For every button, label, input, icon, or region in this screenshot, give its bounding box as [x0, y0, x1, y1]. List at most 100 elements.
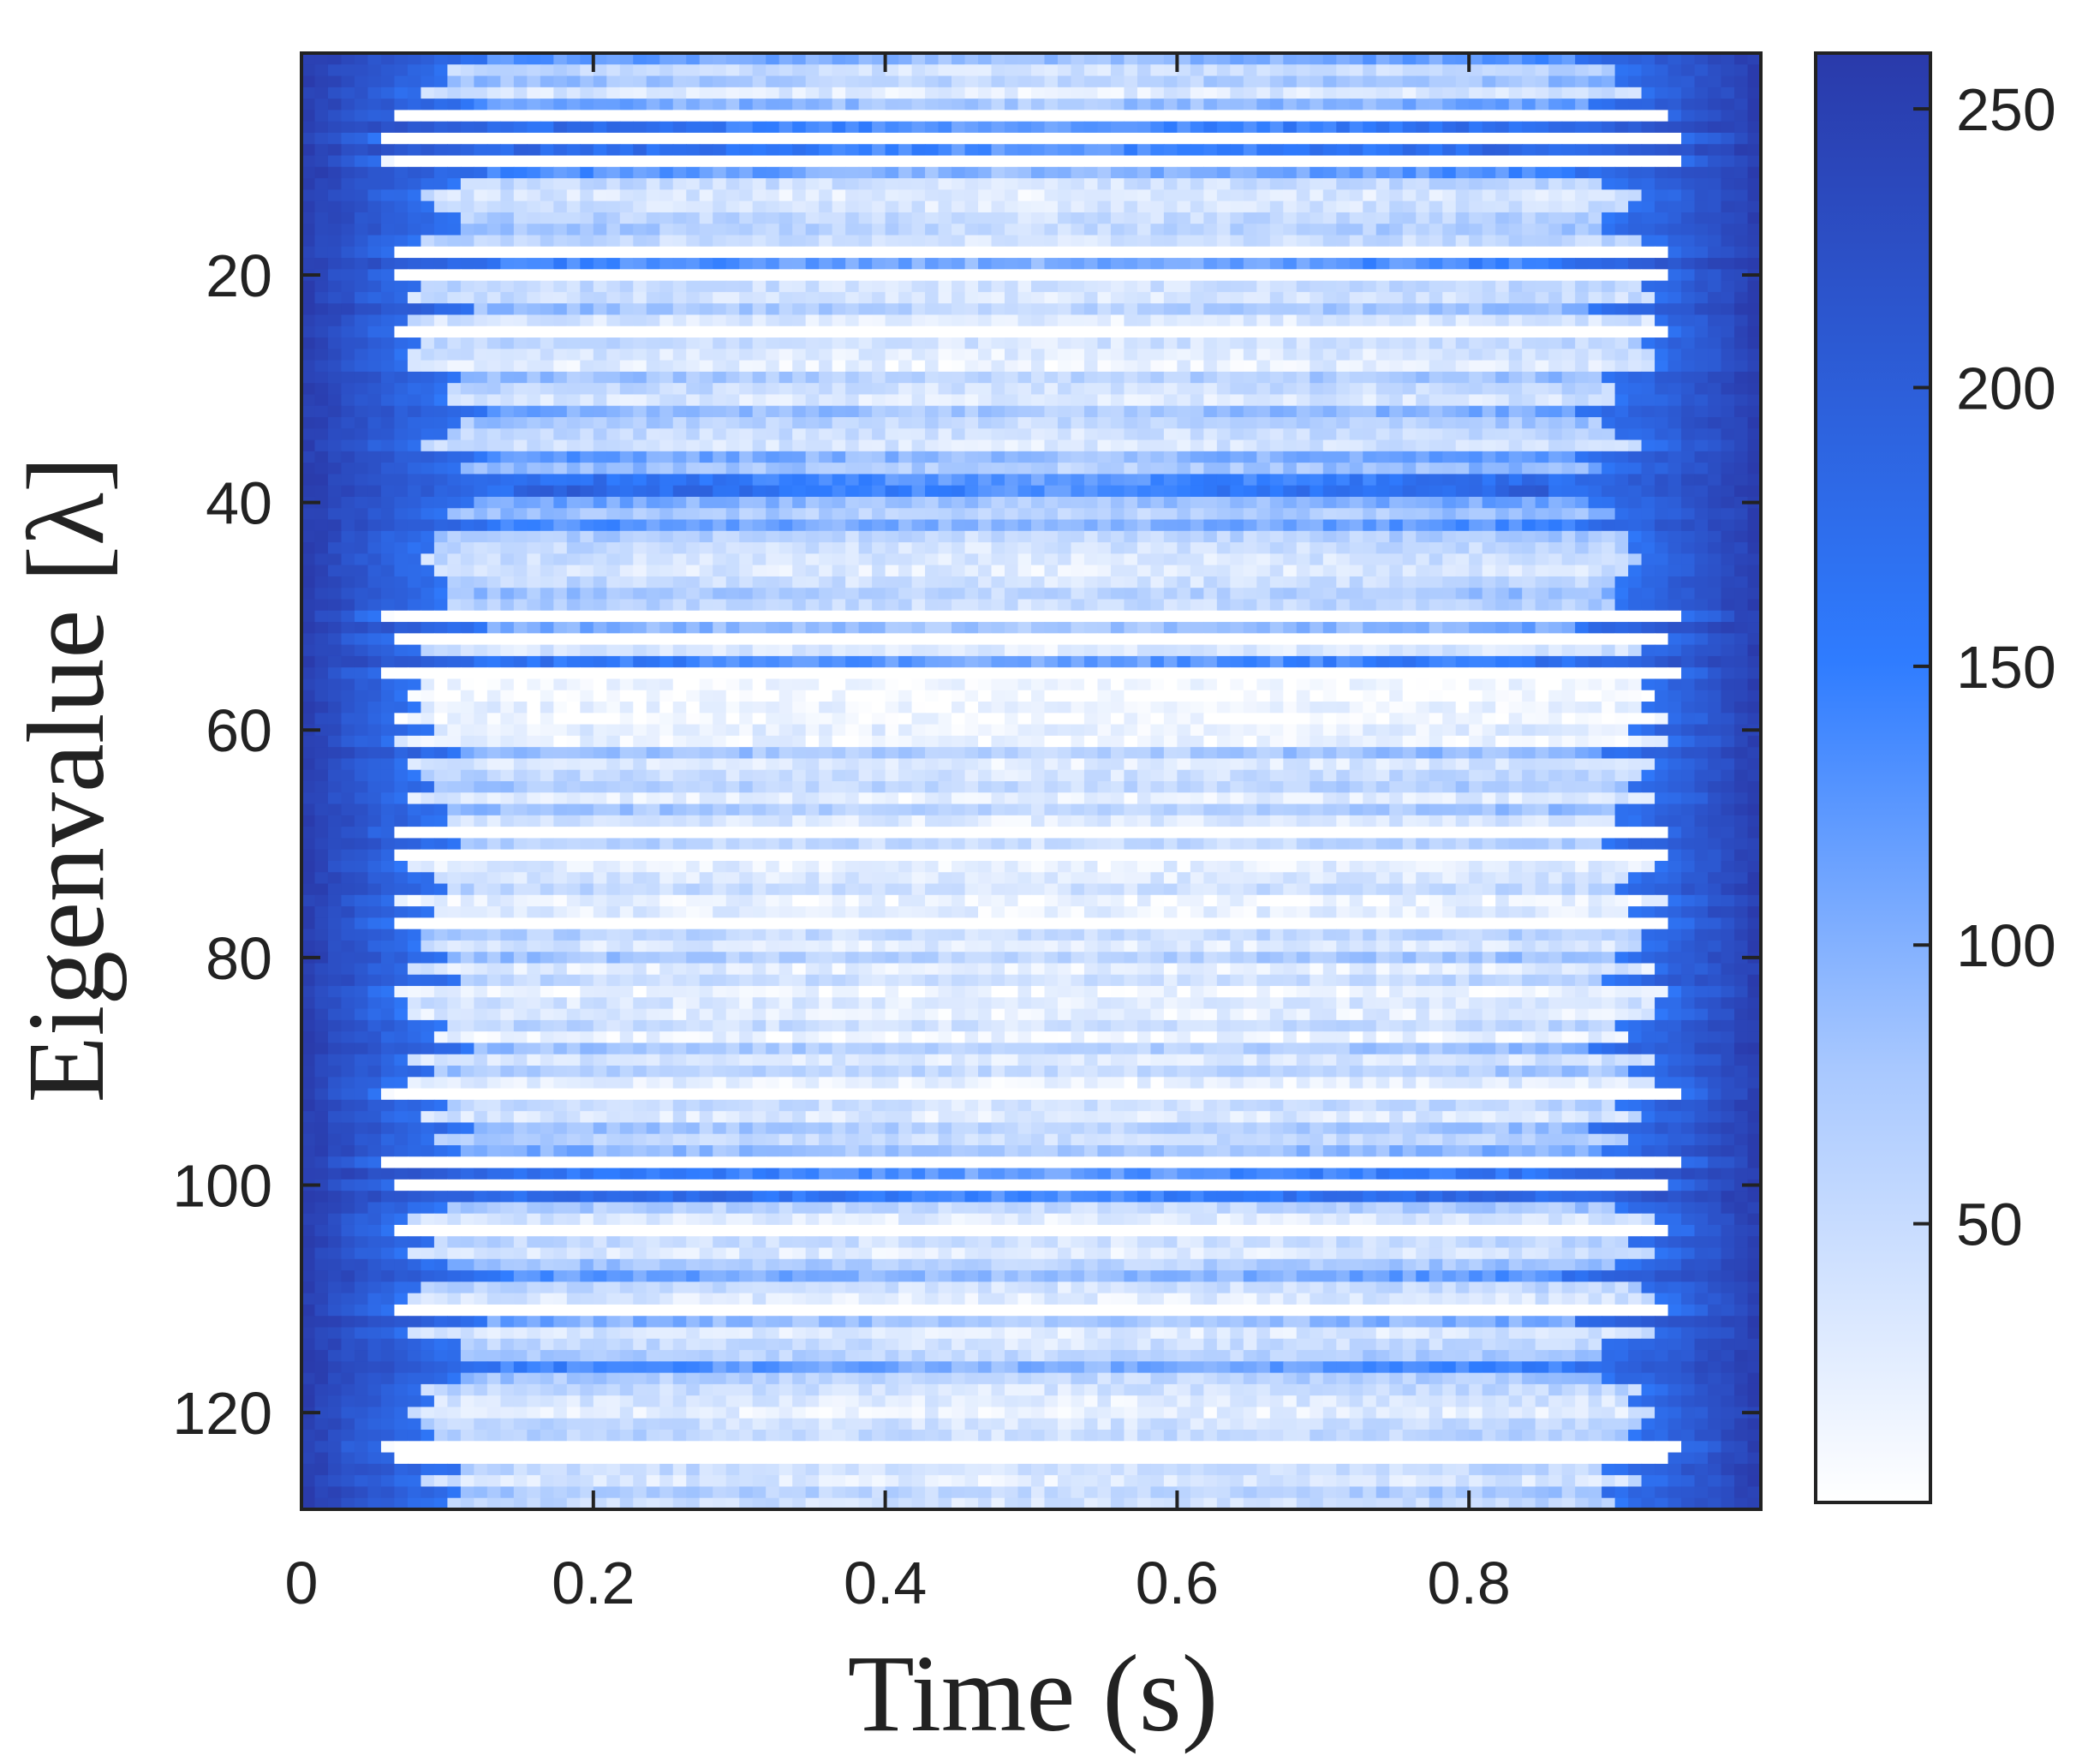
- heatmap-cell: [858, 121, 873, 134]
- heatmap-cell: [474, 314, 488, 327]
- heatmap-cell: [1442, 349, 1457, 361]
- heatmap-cell: [1721, 144, 1735, 157]
- heatmap-cell: [1495, 542, 1510, 554]
- heatmap-cell: [1203, 519, 1218, 532]
- heatmap-cell: [1097, 258, 1112, 270]
- heatmap-cell: [513, 405, 528, 418]
- heatmap-cell: [672, 121, 687, 134]
- heatmap-cell: [407, 246, 422, 259]
- heatmap-cell: [1667, 303, 1682, 316]
- heatmap-cell: [1535, 269, 1549, 282]
- heatmap-cell: [1243, 428, 1257, 441]
- heatmap-cell: [354, 189, 369, 202]
- heatmap-cell: [486, 474, 501, 487]
- heatmap-cell: [898, 99, 913, 111]
- heatmap-cell: [1031, 417, 1046, 429]
- heatmap-cell: [779, 155, 793, 168]
- heatmap-cell: [952, 508, 966, 521]
- heatmap-cell: [1057, 212, 1072, 224]
- heatmap-cell: [1681, 383, 1696, 396]
- heatmap-cell: [1429, 75, 1443, 88]
- heatmap-cell: [314, 564, 329, 577]
- heatmap-cell: [1256, 337, 1271, 349]
- heatmap-cell: [978, 110, 993, 122]
- heatmap-cell: [885, 99, 899, 111]
- heatmap-cell: [527, 178, 541, 190]
- heatmap-cell: [752, 258, 767, 270]
- heatmap-cell: [580, 155, 594, 168]
- heatmap-cell: [327, 553, 343, 566]
- heatmap-cell: [938, 200, 952, 213]
- heatmap-cell: [1017, 439, 1032, 452]
- heatmap-cell: [1655, 553, 1669, 566]
- heatmap-cell: [421, 326, 435, 338]
- heatmap-cell: [699, 326, 713, 338]
- heatmap-cell: [1389, 75, 1404, 88]
- heatmap-cell: [1522, 75, 1536, 88]
- heatmap-cell: [1429, 383, 1443, 396]
- heatmap-cell: [1375, 508, 1390, 521]
- heatmap-cell: [805, 121, 820, 134]
- heatmap-cell: [1057, 474, 1072, 487]
- heatmap-cell: [1522, 371, 1536, 384]
- heatmap-cell: [1734, 530, 1749, 543]
- heatmap-cell: [1429, 144, 1443, 157]
- heatmap-cell: [1243, 349, 1257, 361]
- heatmap-cell: [341, 178, 355, 190]
- heatmap-cell: [447, 428, 462, 441]
- heatmap-cell: [1203, 110, 1218, 122]
- heatmap-cell: [1005, 553, 1019, 566]
- heatmap-cell: [964, 394, 979, 407]
- heatmap-cell: [527, 428, 541, 441]
- heatmap-cell: [646, 132, 660, 145]
- heatmap-cell: [725, 87, 740, 99]
- heatmap-cell: [1031, 224, 1046, 236]
- heatmap-cell: [766, 337, 780, 349]
- heatmap-cell: [1628, 349, 1643, 361]
- heatmap-cell: [1057, 246, 1072, 259]
- heatmap-cell: [1548, 110, 1563, 122]
- heatmap-cell: [380, 269, 396, 282]
- heatmap-cell: [1310, 383, 1324, 396]
- heatmap-cell: [659, 166, 674, 179]
- heatmap-cell: [752, 405, 767, 418]
- heatmap-cell: [885, 508, 899, 521]
- heatmap-cell: [1389, 463, 1404, 475]
- heatmap-cell: [792, 53, 807, 65]
- heatmap-cell: [686, 417, 701, 429]
- heatmap-cell: [1694, 439, 1709, 452]
- heatmap-cell: [394, 542, 409, 554]
- heatmap-cell: [1561, 496, 1576, 509]
- heatmap-cell: [964, 212, 979, 224]
- heatmap-cell: [1655, 200, 1669, 213]
- heatmap-cell: [713, 235, 727, 248]
- heatmap-cell: [885, 269, 899, 282]
- heatmap-cell: [1017, 405, 1032, 418]
- heatmap-cell: [447, 553, 462, 566]
- heatmap-cell: [1455, 451, 1470, 463]
- heatmap-cell: [1216, 417, 1231, 429]
- heatmap-cell: [1216, 463, 1231, 475]
- heatmap-cell: [1681, 349, 1696, 361]
- heatmap-cell: [686, 542, 701, 554]
- heatmap-cell: [566, 99, 581, 111]
- heatmap-cell: [1203, 485, 1218, 498]
- heatmap-cell: [1031, 383, 1046, 396]
- heatmap-cell: [1137, 428, 1152, 441]
- heatmap-cell: [713, 64, 727, 77]
- heatmap-cell: [566, 53, 581, 65]
- heatmap-cell: [1734, 64, 1749, 77]
- heatmap-cell: [354, 64, 369, 77]
- heatmap-cell: [1203, 451, 1218, 463]
- heatmap-cell: [1124, 383, 1138, 396]
- heatmap-cell: [1375, 451, 1390, 463]
- heatmap-cell: [792, 439, 807, 452]
- heatmap-cell: [1681, 110, 1696, 122]
- heatmap-cell: [1283, 383, 1298, 396]
- heatmap-cell: [1641, 121, 1656, 134]
- heatmap-cell: [1455, 326, 1470, 338]
- heatmap-cell: [474, 246, 488, 259]
- heatmap-cell: [1455, 417, 1470, 429]
- heatmap-cell: [1190, 530, 1204, 543]
- heatmap-cell: [1110, 496, 1125, 509]
